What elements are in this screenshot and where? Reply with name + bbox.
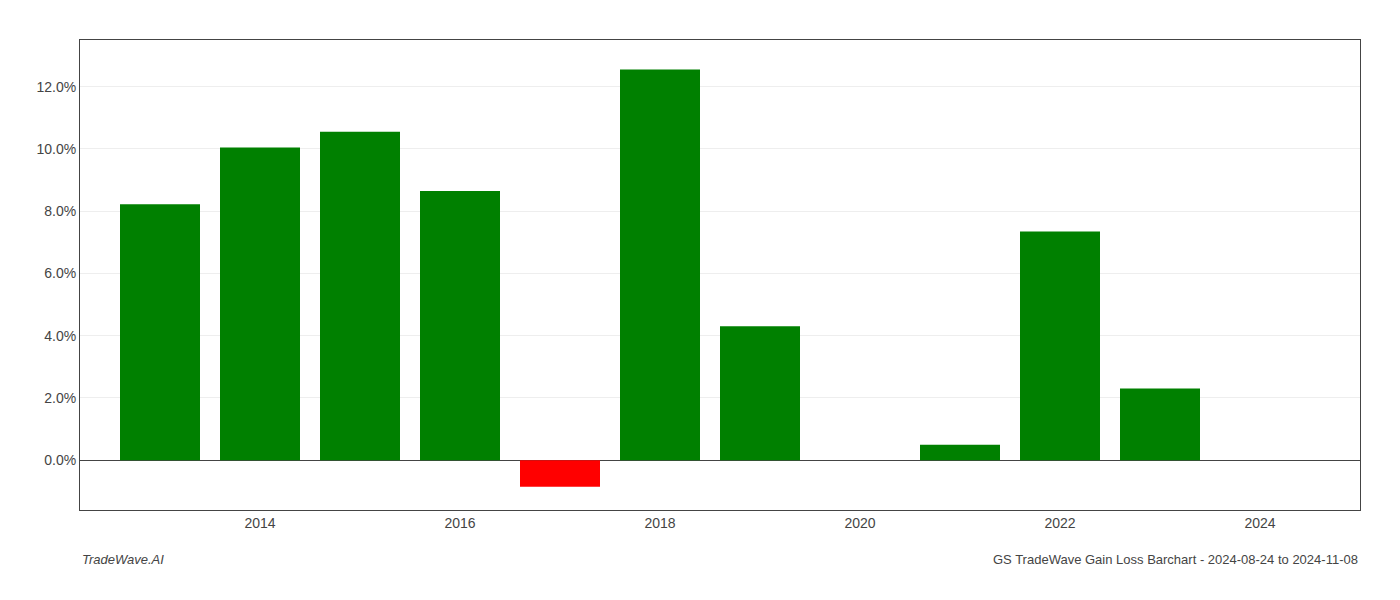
svg-text:2018: 2018 [644,515,675,531]
svg-text:2022: 2022 [1044,515,1075,531]
svg-text:2020: 2020 [844,515,875,531]
svg-text:10.0%: 10.0% [36,141,76,157]
svg-text:6.0%: 6.0% [44,265,76,281]
svg-text:4.0%: 4.0% [44,328,76,344]
svg-text:0.0%: 0.0% [44,452,76,468]
svg-text:2016: 2016 [444,515,475,531]
svg-text:2.0%: 2.0% [44,390,76,406]
svg-text:GS TradeWave Gain Loss Barchar: GS TradeWave Gain Loss Barchart - 2024-0… [993,552,1358,567]
svg-text:2024: 2024 [1244,515,1275,531]
svg-text:2014: 2014 [244,515,275,531]
svg-text:TradeWave.AI: TradeWave.AI [82,552,164,567]
svg-text:8.0%: 8.0% [44,203,76,219]
svg-text:12.0%: 12.0% [36,79,76,95]
